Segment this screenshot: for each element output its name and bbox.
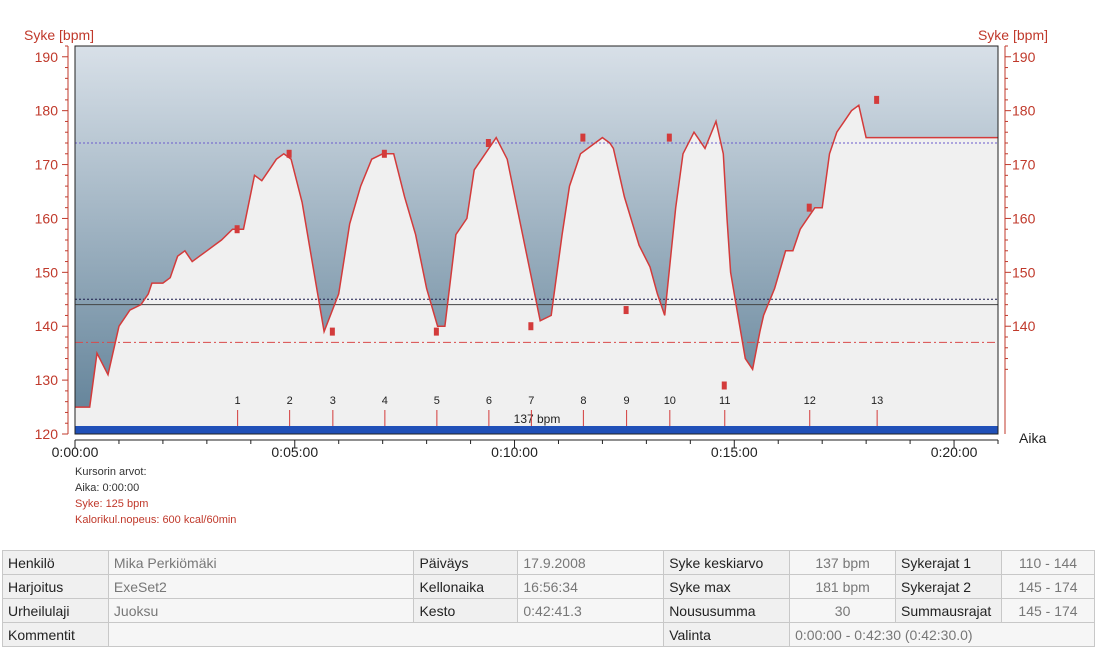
lap-label: 1 (235, 395, 241, 407)
y-tick-label-left: 150 (35, 264, 59, 280)
y-tick-label-left: 190 (35, 49, 59, 65)
y-tick-label-right: 160 (1012, 210, 1036, 226)
lap-marker (721, 381, 727, 390)
y-tick-label-right: 150 (1012, 264, 1036, 280)
hr-line (75, 104, 998, 408)
lap-label: 9 (624, 395, 630, 407)
lap-label: 13 (871, 395, 883, 407)
lap-marker (329, 327, 335, 336)
lap-label: 3 (330, 395, 336, 407)
info-label: Henkilö (2, 550, 109, 575)
info-label: Syke keskiarvo (663, 550, 791, 575)
lap-label: 4 (382, 395, 388, 407)
info-label: Summausrajat (895, 598, 1002, 623)
lap-marker (381, 149, 387, 158)
selection-value: 0:00:00 - 0:42:30 (0:42:30.0) (789, 622, 1095, 647)
x-tick-label: 0:05:00 (271, 444, 318, 460)
lap-marker (433, 327, 439, 336)
cursor-title: Kursorin arvot: (75, 466, 147, 478)
info-value: 17.9.2008 (517, 550, 665, 575)
info-value: Mika Perkiömäki (107, 550, 415, 575)
info-label: Kellonaika (413, 574, 519, 599)
y-axis-title-right: Syke [bpm] (978, 27, 1048, 43)
lap-marker (806, 203, 812, 212)
time-bar (75, 426, 998, 434)
lap-marker (623, 306, 629, 315)
info-value: Juoksu (107, 598, 415, 623)
info-value: ExeSet2 (107, 574, 415, 599)
lap-label: 12 (804, 395, 816, 407)
lap-label: 8 (580, 395, 586, 407)
cursor-time: Aika: 0:00:00 (75, 482, 140, 494)
x-tick-label: 0:20:00 (931, 444, 978, 460)
info-label: Kesto (413, 598, 519, 623)
info-value: 181 bpm (789, 574, 897, 599)
y-tick-label-left: 130 (35, 372, 59, 388)
hr-area (75, 105, 998, 435)
lap-marker (528, 322, 534, 331)
lap-label: 7 (528, 395, 534, 407)
info-label: Sykerajat 2 (895, 574, 1002, 599)
cursor-hr: Syke: 125 bpm (75, 498, 149, 510)
x-axis-title: Aika (1019, 430, 1046, 446)
info-value: 0:42:41.3 (517, 598, 665, 623)
exercise-info-table: Henkilö Mika Perkiömäki Päiväys 17.9.2008 Sy… (2, 550, 1095, 647)
info-label: Urheilulaji (2, 598, 109, 623)
x-tick-label: 0:10:00 (491, 444, 538, 460)
info-value: 145 - 174 (1001, 574, 1095, 599)
y-tick-label-left: 170 (35, 157, 59, 173)
info-label: Päiväys (413, 550, 519, 575)
info-label: Syke max (663, 574, 791, 599)
y-tick-label-right: 190 (1012, 49, 1036, 65)
cursor-calorie: Kalorikul.nopeus: 600 kcal/60min (75, 514, 237, 526)
lap-marker (286, 149, 292, 158)
info-row: Henkilö Mika Perkiömäki Päiväys 17.9.2008 Sy… (2, 550, 1095, 575)
info-row: Harjoitus ExeSet2 Kellonaika 16:56:34 Syke m… (2, 574, 1095, 599)
y-tick-label-left: 180 (35, 103, 59, 119)
x-tick-label: 0:00:00 (52, 444, 99, 460)
lap-marker (485, 139, 491, 147)
info-row: Urheilulaji Juoksu Kesto 0:42:41.3 Noususumm… (2, 598, 1095, 623)
lap-marker (666, 133, 672, 142)
y-tick-label-left: 120 (35, 426, 59, 442)
comment-label: Kommentit (2, 622, 109, 647)
info-label: Noususumma (663, 598, 791, 623)
lap-marker (874, 95, 880, 104)
y-tick-label-right: 170 (1012, 157, 1036, 173)
info-value: 110 - 144 (1001, 550, 1095, 575)
cursor-values: Kursorin arvot: Aika: 0:00:00 Syke: 125 … (75, 464, 236, 528)
lap-label: 11 (719, 395, 730, 407)
info-label: Sykerajat 1 (895, 550, 1002, 575)
info-row: Kommentit Valinta 0:00:00 - 0:42:30 (0:42:… (2, 622, 1095, 647)
y-tick-label-right: 180 (1012, 103, 1036, 119)
lap-label: 6 (486, 395, 492, 407)
comment-value (107, 622, 665, 647)
x-tick-label: 0:15:00 (711, 444, 758, 460)
lap-marker (580, 133, 586, 142)
info-value: 145 - 174 (1001, 598, 1095, 623)
y-axis-title-left: Syke [bpm] (24, 27, 94, 43)
lap-label: 2 (287, 395, 293, 407)
plot-border (74, 45, 999, 435)
lap-label: 10 (664, 395, 676, 407)
info-value: 16:56:34 (517, 574, 665, 599)
y-tick-label-left: 140 (35, 318, 59, 334)
lap-marker (234, 225, 240, 234)
lap-label: 5 (434, 395, 440, 407)
selection-label: Valinta (663, 622, 791, 647)
average-label: 137 bpm (514, 412, 561, 426)
info-value: 30 (789, 598, 897, 623)
y-tick-label-right: 140 (1012, 318, 1036, 334)
info-label: Harjoitus (2, 574, 109, 599)
info-value: 137 bpm (789, 550, 897, 575)
y-tick-label-left: 160 (35, 210, 59, 226)
